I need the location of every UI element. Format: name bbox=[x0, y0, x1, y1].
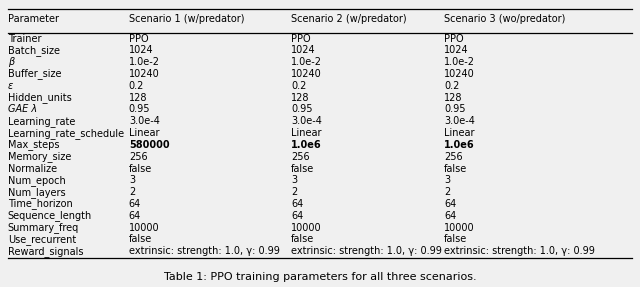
Text: 64: 64 bbox=[129, 211, 141, 221]
Text: Reward_signals: Reward_signals bbox=[8, 246, 83, 257]
Text: 2: 2 bbox=[291, 187, 298, 197]
Text: extrinsic: strength: 1.0, γ: 0.99: extrinsic: strength: 1.0, γ: 0.99 bbox=[291, 246, 442, 256]
Text: β: β bbox=[8, 57, 14, 67]
Text: Parameter: Parameter bbox=[8, 13, 59, 24]
Text: extrinsic: strength: 1.0, γ: 0.99: extrinsic: strength: 1.0, γ: 0.99 bbox=[129, 246, 280, 256]
Text: Memory_size: Memory_size bbox=[8, 151, 71, 162]
Text: 3: 3 bbox=[444, 175, 451, 185]
Text: 256: 256 bbox=[129, 152, 147, 162]
Text: 10240: 10240 bbox=[444, 69, 475, 79]
Text: 64: 64 bbox=[444, 199, 456, 209]
Text: 0.95: 0.95 bbox=[444, 104, 466, 115]
Text: Buffer_size: Buffer_size bbox=[8, 69, 61, 79]
Text: 3.0e-4: 3.0e-4 bbox=[444, 116, 475, 126]
Text: GAE λ: GAE λ bbox=[8, 104, 37, 115]
Text: false: false bbox=[444, 234, 467, 245]
Text: false: false bbox=[129, 234, 152, 245]
Text: 0.2: 0.2 bbox=[444, 81, 460, 91]
Text: Normalize: Normalize bbox=[8, 164, 57, 174]
Text: false: false bbox=[291, 234, 315, 245]
Text: 580000: 580000 bbox=[129, 140, 170, 150]
Text: 1.0e-2: 1.0e-2 bbox=[129, 57, 160, 67]
Text: 10240: 10240 bbox=[129, 69, 159, 79]
Text: Learning_rate: Learning_rate bbox=[8, 116, 75, 127]
Text: 1.0e6: 1.0e6 bbox=[291, 140, 322, 150]
Text: 3: 3 bbox=[291, 175, 298, 185]
Text: PPO: PPO bbox=[444, 34, 464, 44]
Text: Num_epoch: Num_epoch bbox=[8, 175, 65, 186]
Text: 128: 128 bbox=[129, 93, 147, 103]
Text: Max_steps: Max_steps bbox=[8, 139, 60, 150]
Text: 10000: 10000 bbox=[291, 223, 322, 233]
Text: false: false bbox=[291, 164, 315, 174]
Text: 0.95: 0.95 bbox=[291, 104, 313, 115]
Text: 3: 3 bbox=[129, 175, 135, 185]
Text: Scenario 3 (wo/predator): Scenario 3 (wo/predator) bbox=[444, 13, 566, 24]
Text: Learning_rate_schedule: Learning_rate_schedule bbox=[8, 128, 124, 139]
Text: 0.2: 0.2 bbox=[129, 81, 144, 91]
Text: 1024: 1024 bbox=[444, 45, 469, 55]
Text: 1024: 1024 bbox=[129, 45, 154, 55]
Text: 64: 64 bbox=[129, 199, 141, 209]
Text: 1.0e-2: 1.0e-2 bbox=[444, 57, 476, 67]
Text: 1.0e6: 1.0e6 bbox=[444, 140, 475, 150]
Text: 0.95: 0.95 bbox=[129, 104, 150, 115]
Text: Scenario 1 (w/predator): Scenario 1 (w/predator) bbox=[129, 13, 244, 24]
Text: 128: 128 bbox=[444, 93, 463, 103]
Text: Hidden_units: Hidden_units bbox=[8, 92, 72, 103]
Text: 64: 64 bbox=[291, 199, 303, 209]
Text: Trainer: Trainer bbox=[8, 34, 41, 44]
Text: Linear: Linear bbox=[129, 128, 159, 138]
Text: 64: 64 bbox=[444, 211, 456, 221]
Text: 10240: 10240 bbox=[291, 69, 322, 79]
Text: false: false bbox=[444, 164, 467, 174]
Text: 1.0e-2: 1.0e-2 bbox=[291, 57, 323, 67]
Text: 256: 256 bbox=[291, 152, 310, 162]
Text: extrinsic: strength: 1.0, γ: 0.99: extrinsic: strength: 1.0, γ: 0.99 bbox=[444, 246, 595, 256]
Text: 256: 256 bbox=[444, 152, 463, 162]
Text: 0.2: 0.2 bbox=[291, 81, 307, 91]
Text: false: false bbox=[129, 164, 152, 174]
Text: 2: 2 bbox=[129, 187, 135, 197]
Text: 64: 64 bbox=[291, 211, 303, 221]
Text: 1024: 1024 bbox=[291, 45, 316, 55]
Text: Use_recurrent: Use_recurrent bbox=[8, 234, 76, 245]
Text: Time_horizon: Time_horizon bbox=[8, 199, 72, 210]
Text: Sequence_length: Sequence_length bbox=[8, 210, 92, 221]
Text: 3.0e-4: 3.0e-4 bbox=[129, 116, 160, 126]
Text: Linear: Linear bbox=[444, 128, 475, 138]
Text: Table 1: PPO training parameters for all three scenarios.: Table 1: PPO training parameters for all… bbox=[164, 272, 476, 282]
Text: 10000: 10000 bbox=[129, 223, 159, 233]
Text: 2: 2 bbox=[444, 187, 451, 197]
Text: Scenario 2 (w/predator): Scenario 2 (w/predator) bbox=[291, 13, 407, 24]
Text: PPO: PPO bbox=[129, 34, 148, 44]
Text: 3.0e-4: 3.0e-4 bbox=[291, 116, 322, 126]
Text: 128: 128 bbox=[291, 93, 310, 103]
Text: Summary_freq: Summary_freq bbox=[8, 222, 79, 233]
Text: Num_layers: Num_layers bbox=[8, 187, 65, 198]
Text: PPO: PPO bbox=[291, 34, 311, 44]
Text: Batch_size: Batch_size bbox=[8, 45, 60, 56]
Text: Linear: Linear bbox=[291, 128, 322, 138]
Text: 10000: 10000 bbox=[444, 223, 475, 233]
Text: ε: ε bbox=[8, 81, 13, 91]
